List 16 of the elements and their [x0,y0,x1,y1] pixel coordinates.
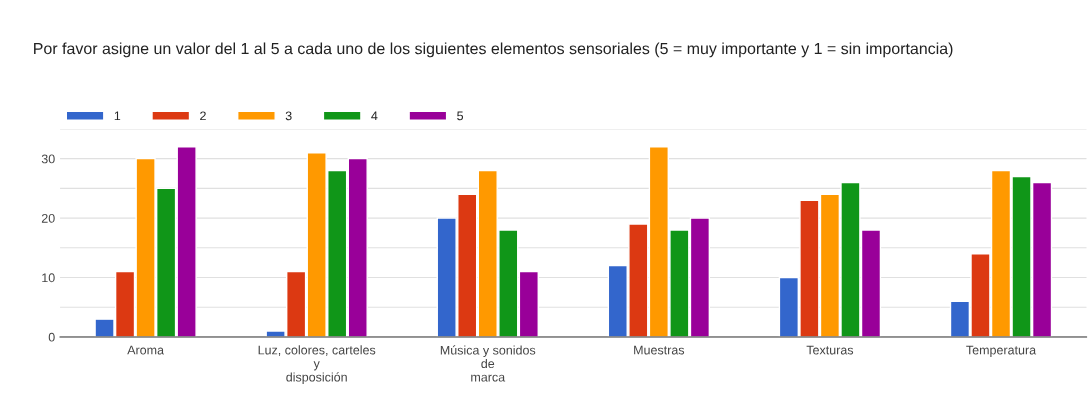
y-tick-label: 30 [41,154,55,164]
y-tick-label: 10 [42,273,55,283]
x-tick-label: Texturas [806,345,854,355]
legend-label: 4 [371,111,378,121]
chart-title: Por favor asigne un valor del 1 al 5 a cada uno de los siguientes elementos sensoriales (5 = muy importante y 1 = sin importancia) [34,42,953,58]
legend-label: 2 [200,111,206,121]
x-tick-label: Muestras [634,345,685,355]
legend-label: 1 [114,111,121,121]
y-tick-label: 20 [41,213,55,223]
legend-label: 3 [285,111,292,121]
x-tick-label: Luz, colores, carteles y disposición [258,345,376,385]
y-tick-label: 0 [48,332,55,342]
x-tick-label: Aroma [127,345,165,355]
legend-label: 5 [457,111,464,121]
x-tick-label: Música y sonidos de marca [440,345,536,382]
x-tick-label: Temperatura [966,345,1037,357]
